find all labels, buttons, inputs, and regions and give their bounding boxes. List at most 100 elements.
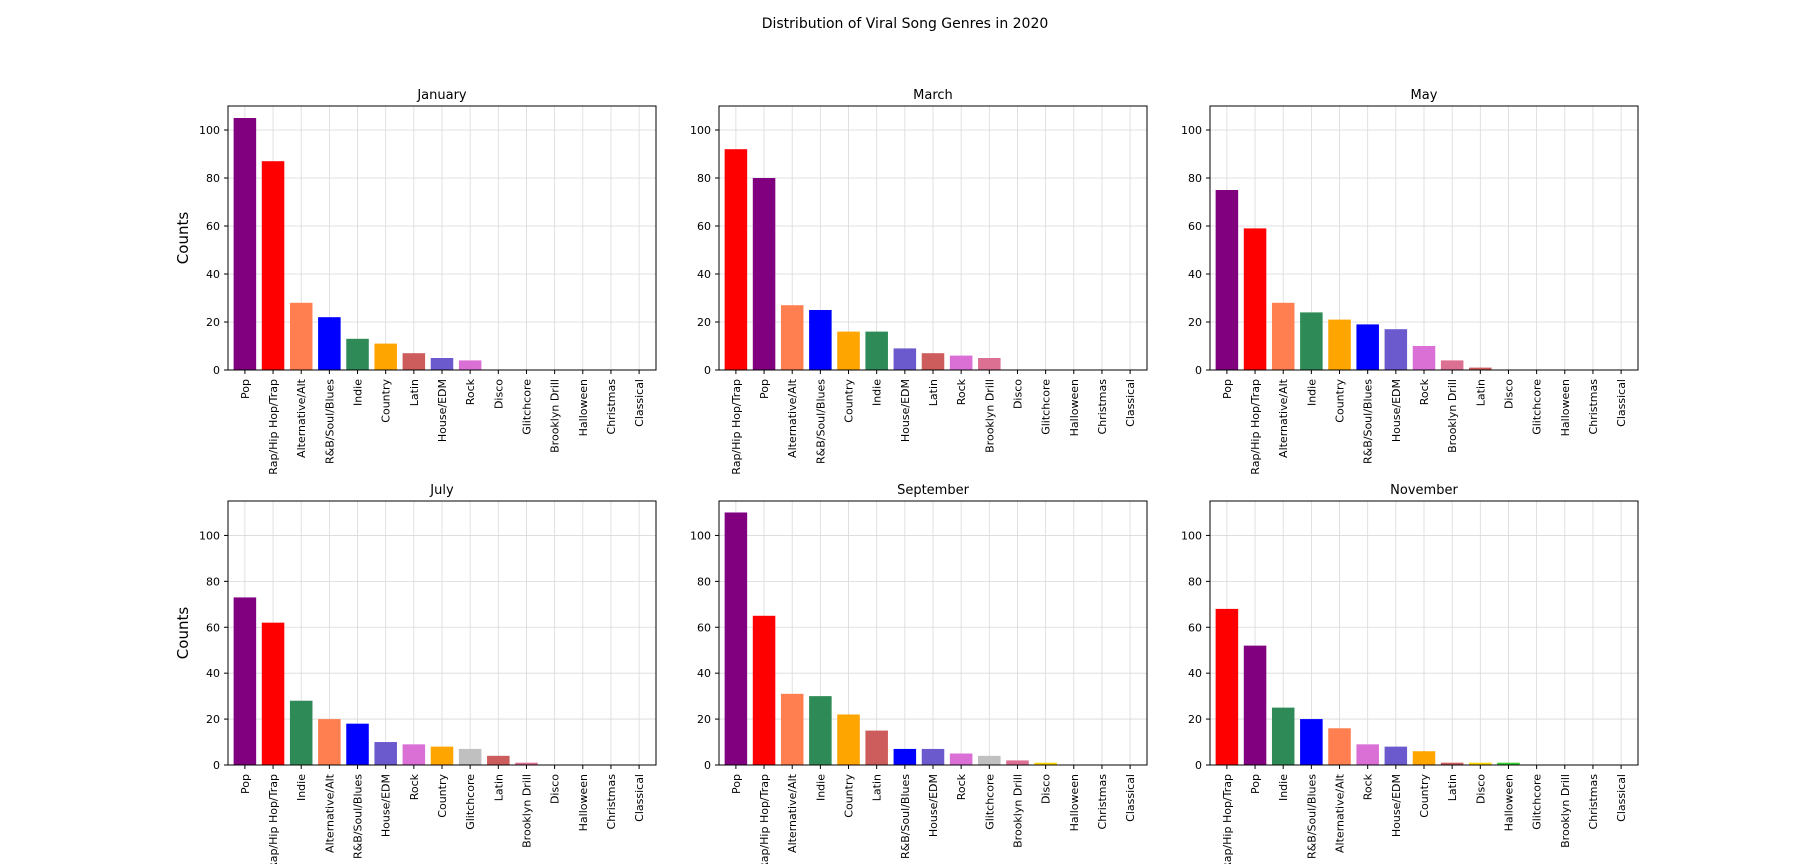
- january-ytick-label: 0: [213, 364, 220, 377]
- may-xtick-label-glitchcore: Glitchcore: [1531, 379, 1544, 435]
- november-xtick-label-glitchcore: Glitchcore: [1531, 774, 1544, 830]
- july-bar-r-b-soul-blues: [346, 723, 369, 765]
- july-bar-glitchcore: [458, 748, 482, 765]
- january-ylabel: Counts: [174, 212, 192, 265]
- july-bar-rap-hip-hop-trap: [261, 622, 285, 765]
- march-ytick-label: 0: [704, 364, 711, 377]
- may-xtick-label-country: Country: [1334, 379, 1347, 423]
- january-bar-house-edm: [430, 358, 454, 370]
- may-ytick-label: 100: [1181, 124, 1202, 137]
- july-ytick-label: 60: [206, 621, 220, 634]
- march-xtick-label-christmas: Christmas: [1096, 379, 1109, 435]
- september-title: September: [897, 483, 970, 498]
- september-ytick-label: 0: [704, 759, 711, 772]
- november-xtick-label-disco: Disco: [1474, 774, 1487, 804]
- july-bar-house-edm: [374, 742, 397, 765]
- march-title: March: [913, 88, 953, 103]
- november-bar-r-b-soul-blues: [1300, 719, 1323, 765]
- january-xtick-label-country: Country: [380, 379, 393, 423]
- september-xtick-label-r-b-soul-blues: R&B/Soul/Blues: [899, 774, 912, 859]
- march-ytick-label: 60: [697, 220, 711, 233]
- july-xtick-label-brooklyn-drill: Brooklyn Drill: [520, 774, 533, 848]
- january-bar-rock: [458, 360, 482, 370]
- may-xtick-label-latin: Latin: [1474, 379, 1487, 406]
- july-ytick-label: 80: [206, 575, 220, 588]
- july-bar-rock: [402, 744, 426, 765]
- september-xtick-label-glitchcore: Glitchcore: [983, 774, 996, 830]
- march-ytick-label: 80: [697, 172, 711, 185]
- march-xtick-label-disco: Disco: [1011, 379, 1024, 409]
- september-bar-brooklyn-drill: [1006, 760, 1029, 765]
- november-xtick-label-country: Country: [1418, 774, 1431, 818]
- july-xtick-label-classical: Classical: [633, 774, 646, 822]
- january-xtick-label-classical: Classical: [633, 379, 646, 427]
- september-xtick-label-christmas: Christmas: [1096, 774, 1109, 830]
- november-xtick-label-halloween: Halloween: [1502, 774, 1515, 831]
- march-bar-latin: [921, 353, 945, 370]
- may-xtick-label-christmas: Christmas: [1587, 379, 1600, 435]
- march-xtick-label-classical: Classical: [1124, 379, 1137, 427]
- july-bar-country: [430, 746, 454, 765]
- november-bar-country: [1412, 751, 1436, 765]
- november-bar-rap-hip-hop-trap: [1215, 608, 1239, 765]
- september-bar-pop: [724, 512, 748, 765]
- subplot-may: 0 20 40 60 80 100 Pop Rap/Hip Hop/Trap Alternati…: [1181, 88, 1639, 475]
- march-bar-rock: [949, 355, 973, 370]
- march-xtick-label-halloween: Halloween: [1068, 379, 1081, 436]
- september-bar-rap-hip-hop-trap: [752, 615, 776, 765]
- september-xtick-label-alternative-alt: Alternative/Alt: [786, 773, 799, 853]
- january-ytick-label: 40: [206, 268, 220, 281]
- may-ytick-label: 80: [1188, 172, 1202, 185]
- january-xtick-label-halloween: Halloween: [577, 379, 590, 436]
- january-bar-country: [374, 343, 397, 370]
- may-xtick-label-pop: Pop: [1221, 379, 1234, 399]
- september-xtick-label-country: Country: [843, 774, 856, 818]
- january-xtick-label-glitchcore: Glitchcore: [520, 379, 533, 435]
- may-ytick-label: 40: [1188, 268, 1202, 281]
- september-xtick-label-brooklyn-drill: Brooklyn Drill: [1011, 774, 1024, 848]
- november-bar-indie: [1271, 707, 1295, 765]
- november-xtick-label-christmas: Christmas: [1587, 774, 1600, 830]
- september-ytick-label: 40: [697, 667, 711, 680]
- november-xtick-label-r-b-soul-blues: R&B/Soul/Blues: [1305, 774, 1318, 859]
- may-title: May: [1411, 88, 1438, 103]
- september-xtick-label-disco: Disco: [1040, 774, 1053, 804]
- november-bar-house-edm: [1384, 746, 1408, 765]
- may-xtick-label-alternative-alt: Alternative/Alt: [1277, 378, 1290, 458]
- january-ytick-label: 20: [206, 316, 220, 329]
- july-bar-pop: [233, 597, 257, 765]
- november-ytick-label: 20: [1188, 713, 1202, 726]
- november-bar-latin: [1440, 762, 1464, 765]
- subplot-july: 0 20 40 60 80 100 Pop Rap/Hip Hop/Trap Indie Alte…: [174, 483, 657, 864]
- november-ytick-label: 100: [1181, 529, 1202, 542]
- july-xtick-label-alternative-alt: Alternative/Alt: [323, 773, 336, 853]
- subplot-grid: 0 20 40 60 80 100 Pop Rap/Hip Hop/Trap Alternati…: [174, 88, 1639, 864]
- march-bar-indie: [865, 331, 888, 370]
- may-bar-r-b-soul-blues: [1356, 324, 1379, 370]
- july-xtick-label-disco: Disco: [549, 774, 562, 804]
- march-bar-pop: [752, 178, 776, 370]
- september-xtick-label-house-edm: House/EDM: [927, 774, 940, 837]
- may-xtick-label-r-b-soul-blues: R&B/Soul/Blues: [1362, 379, 1375, 464]
- september-bar-latin: [865, 730, 888, 765]
- march-xtick-label-brooklyn-drill: Brooklyn Drill: [983, 379, 996, 453]
- july-xtick-label-latin: Latin: [492, 774, 505, 801]
- january-ytick-label: 60: [206, 220, 220, 233]
- may-xtick-label-halloween: Halloween: [1559, 379, 1572, 436]
- march-xtick-label-country: Country: [843, 379, 856, 423]
- march-bar-brooklyn-drill: [978, 358, 1001, 370]
- may-bar-brooklyn-drill: [1440, 360, 1464, 370]
- january-bar-rap-hip-hop-trap: [261, 161, 285, 370]
- november-xtick-label-pop: Pop: [1249, 774, 1262, 794]
- september-xtick-label-halloween: Halloween: [1068, 774, 1081, 831]
- january-xtick-label-rock: Rock: [464, 378, 477, 405]
- march-xtick-label-indie: Indie: [871, 379, 884, 406]
- may-ytick-label: 60: [1188, 220, 1202, 233]
- november-xtick-label-rock: Rock: [1362, 773, 1375, 800]
- july-xtick-label-country: Country: [436, 774, 449, 818]
- july-xtick-label-r-b-soul-blues: R&B/Soul/Blues: [352, 774, 365, 859]
- september-ytick-label: 100: [690, 529, 711, 542]
- july-xtick-label-rock: Rock: [408, 773, 421, 800]
- march-ytick-label: 40: [697, 268, 711, 281]
- march-bar-alternative-alt: [780, 305, 804, 370]
